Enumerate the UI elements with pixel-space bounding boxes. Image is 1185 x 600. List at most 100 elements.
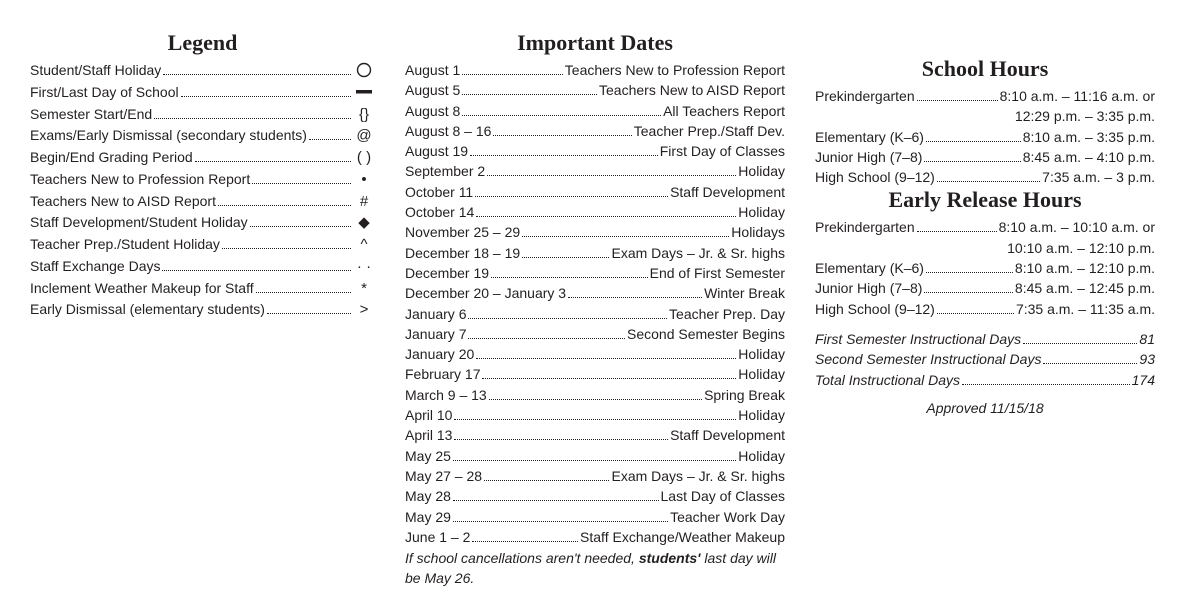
leader-right: 7:35 a.m. – 11:35 a.m. <box>1016 299 1155 319</box>
leader-left: May 25 <box>405 446 451 466</box>
leader-dots <box>924 161 1020 162</box>
leader-dots <box>1023 343 1137 344</box>
leader-right: 8:10 a.m. – 11:16 a.m. or <box>1000 86 1155 106</box>
leader-dots <box>484 480 609 481</box>
important-date-row: February 17Holiday <box>405 364 785 384</box>
leader-right: • <box>353 169 375 191</box>
leader-right: First Day of Classes <box>660 141 785 161</box>
leader-left: January 20 <box>405 344 474 364</box>
leader-right: ( ) <box>353 147 375 169</box>
legend-item: Inclement Weather Makeup for Staff* <box>30 278 375 300</box>
legend-symbol: · · <box>353 256 375 278</box>
leader-right: Holiday <box>738 202 785 222</box>
leader-dots <box>476 216 736 217</box>
important-date-row: May 28Last Day of Classes <box>405 486 785 506</box>
leader-dots <box>568 297 702 298</box>
leader-right: Holiday <box>738 405 785 425</box>
legend-item: Teachers New to AISD Report# <box>30 191 375 213</box>
leader-left: May 29 <box>405 507 451 527</box>
leader-left: Begin/End Grading Period <box>30 147 193 167</box>
leader-left: High School (9–12) <box>815 299 935 319</box>
leader-dots <box>454 419 736 420</box>
legend-symbol-bar <box>353 82 375 104</box>
leader-left: Teachers New to Profession Report <box>30 169 250 189</box>
leader-left: March 9 – 13 <box>405 385 487 405</box>
early-release-row: Prekindergarten8:10 a.m. – 10:10 a.m. or <box>815 217 1155 237</box>
leader-dots <box>468 318 667 319</box>
leader-right: · · <box>353 256 375 278</box>
approved-line: Approved 11/15/18 <box>815 400 1155 416</box>
footnote-bold: students' <box>639 550 701 566</box>
leader-right <box>353 60 375 82</box>
legend-symbol: ◆ <box>353 212 375 234</box>
leader-dots <box>267 313 351 314</box>
important-date-row: October 14 Holiday <box>405 202 785 222</box>
leader-right: Exam Days – Jr. & Sr. highs <box>611 243 785 263</box>
legend-column: Legend Student/Staff HolidayFirst/Last D… <box>30 30 375 588</box>
leader-left: Second Semester Instructional Days <box>815 349 1041 369</box>
legend-symbol: ( ) <box>353 147 375 169</box>
leader-right: ^ <box>353 234 375 256</box>
leader-dots <box>491 277 648 278</box>
leader-right: Holiday <box>738 161 785 181</box>
leader-dots <box>462 115 661 116</box>
page: Legend Student/Staff HolidayFirst/Last D… <box>0 0 1185 588</box>
important-date-row: December 20 – January 3Winter Break <box>405 283 785 303</box>
leader-right: Winter Break <box>704 283 785 303</box>
legend-symbol: @ <box>353 125 375 147</box>
leader-right: > <box>353 299 375 321</box>
school-hours-row: Prekindergarten 8:10 a.m. – 11:16 a.m. or <box>815 86 1155 106</box>
instructional-days-row: Second Semester Instructional Days93 <box>815 349 1155 369</box>
early-release-list: Prekindergarten8:10 a.m. – 10:10 a.m. or… <box>815 217 1155 318</box>
leader-dots <box>222 248 351 249</box>
leader-dots <box>917 100 998 101</box>
leader-left: First Semester Instructional Days <box>815 329 1021 349</box>
instructional-days-list: First Semester Instructional Days81Secon… <box>815 329 1155 390</box>
leader-left: August 8 – 16 <box>405 121 491 141</box>
leader-dots <box>462 74 563 75</box>
school-hours-row-cont: 12:29 p.m. – 3:35 p.m. <box>815 106 1155 126</box>
early-release-row: High School (9–12) 7:35 a.m. – 11:35 a.m. <box>815 299 1155 319</box>
important-date-row: January 20Holiday <box>405 344 785 364</box>
legend-title: Legend <box>30 30 375 56</box>
leader-right: {} <box>353 104 375 126</box>
instructional-days-row: Total Instructional Days174 <box>815 370 1155 390</box>
legend-item: Begin/End Grading Period ( ) <box>30 147 375 169</box>
leader-dots <box>462 94 597 95</box>
leader-left: Prekindergarten <box>815 217 915 237</box>
leader-right: Spring Break <box>704 385 785 405</box>
leader-right: All Teachers Report <box>663 101 785 121</box>
important-date-row: December 18 – 19Exam Days – Jr. & Sr. hi… <box>405 243 785 263</box>
leader-right: * <box>353 278 375 300</box>
leader-right: Staff Development <box>670 425 785 445</box>
leader-left: Early Dismissal (elementary students) <box>30 299 265 319</box>
leader-right: 7:35 a.m. – 3 p.m. <box>1042 167 1155 187</box>
important-date-row: August 5Teachers New to AISD Report <box>405 80 785 100</box>
leader-right: Holiday <box>738 446 785 466</box>
leader-right: 8:10 a.m. – 12:10 p.m. <box>1015 258 1155 278</box>
leader-dots <box>453 521 668 522</box>
leader-right: Teacher Prep. Day <box>669 304 785 324</box>
footnote-pre: If school cancellations aren't needed, <box>405 550 639 566</box>
leader-left: Junior High (7–8) <box>815 278 922 298</box>
leader-dots <box>453 500 659 501</box>
leader-left: Prekindergarten <box>815 86 915 106</box>
important-date-row: April 13Staff Development <box>405 425 785 445</box>
leader-right: ◆ <box>353 212 375 234</box>
important-date-row: March 9 – 13 Spring Break <box>405 385 785 405</box>
leader-left: October 11 <box>405 182 473 202</box>
legend-symbol: * <box>353 278 375 300</box>
legend-symbol: {} <box>353 104 375 126</box>
leader-dots <box>489 399 702 400</box>
leader-left: November 25 – 29 <box>405 222 520 242</box>
leader-dots <box>926 272 1013 273</box>
leader-dots <box>454 439 668 440</box>
legend-item: First/Last Day of School <box>30 82 375 104</box>
leader-right: Teachers New to AISD Report <box>599 80 785 100</box>
early-release-row: Elementary (K–6)8:10 a.m. – 12:10 p.m. <box>815 258 1155 278</box>
leader-left: May 27 – 28 <box>405 466 482 486</box>
legend-symbol-circle <box>353 60 375 82</box>
school-hours-row: Elementary (K–6)8:10 a.m. – 3:35 p.m. <box>815 127 1155 147</box>
legend-item: Staff Exchange Days· · <box>30 256 375 278</box>
leader-left: October 14 <box>405 202 474 222</box>
